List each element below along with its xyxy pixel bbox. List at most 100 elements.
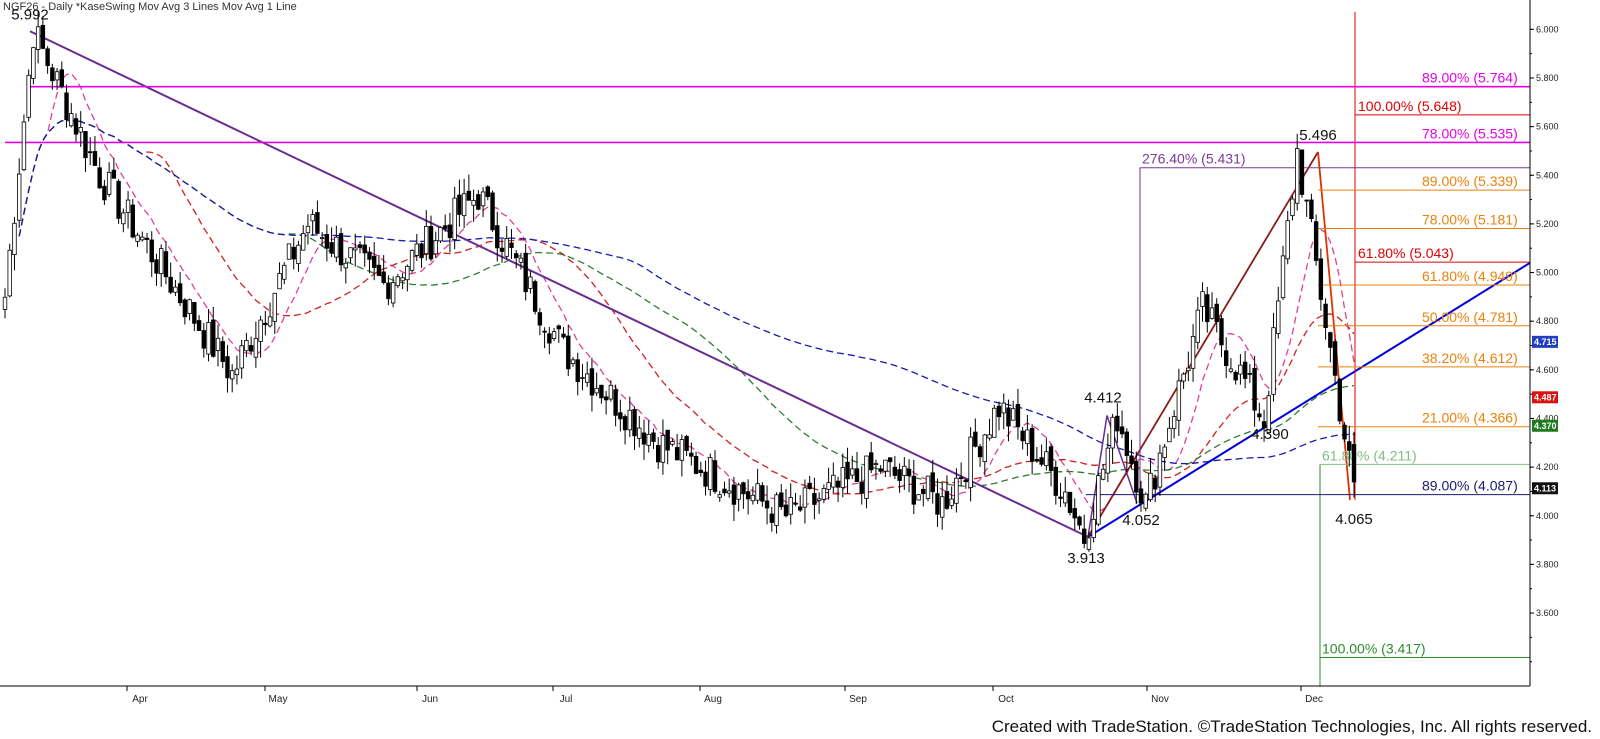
candle-body <box>1318 258 1324 300</box>
candle-body <box>977 446 983 458</box>
x-tick-label: Jun <box>422 694 438 705</box>
candle-body <box>1119 426 1125 435</box>
candle-body <box>177 283 183 304</box>
swing-point-label: 4.052 <box>1122 512 1160 529</box>
candle-body <box>50 67 55 82</box>
candle-body <box>319 237 325 240</box>
candle-body <box>1029 427 1035 462</box>
price-badge-label: 4.487 <box>1534 392 1557 402</box>
candle-body <box>1257 413 1262 418</box>
candle-body <box>940 496 945 518</box>
candle-body <box>357 244 363 248</box>
candle-body <box>234 368 240 376</box>
candle-body <box>1332 341 1338 376</box>
price-badge-box <box>1532 482 1558 495</box>
chart-header: NGF26 - Daily *KaseSwing Mov Avg 3 Lines… <box>3 1 297 13</box>
candle-body <box>1214 303 1219 322</box>
candle-body <box>1167 427 1172 443</box>
candle-body <box>400 277 405 282</box>
candle-body <box>883 459 888 472</box>
price-badge-label: 4.113 <box>1534 483 1556 493</box>
candle-body <box>97 167 102 189</box>
candle-body <box>1063 491 1068 504</box>
rally-line <box>1087 151 1319 538</box>
candle-body <box>135 234 140 242</box>
candle-body <box>1219 318 1224 346</box>
candle-body <box>381 271 386 283</box>
candle-body <box>140 236 145 241</box>
candle-body <box>703 471 708 487</box>
candle-body <box>968 436 973 489</box>
y-tick-label: 4.400 <box>1536 413 1559 423</box>
candle-body <box>1129 455 1134 465</box>
candle-body <box>537 312 543 326</box>
candle-body <box>485 186 490 197</box>
candle-body <box>566 335 571 370</box>
candle-body <box>343 262 348 269</box>
candle-body <box>930 472 935 493</box>
candle-body <box>826 482 831 490</box>
candle-body <box>869 452 874 471</box>
candle-body <box>518 257 524 263</box>
candle-body <box>864 455 869 499</box>
candle-body <box>542 330 547 333</box>
candle-body <box>1347 441 1352 451</box>
candle-body <box>944 491 950 509</box>
candle-body <box>1271 327 1276 395</box>
candle-body <box>92 151 98 166</box>
candle-body <box>45 48 50 66</box>
candle-body <box>215 337 221 352</box>
candle-body <box>291 246 296 260</box>
candle-body <box>1034 459 1040 462</box>
candle-body <box>878 468 883 472</box>
candle-body <box>158 248 164 275</box>
price-badge-box <box>1532 391 1558 404</box>
candle-body <box>1044 451 1049 467</box>
price-badge-label: 4.715 <box>1534 337 1557 347</box>
candle-body <box>887 457 893 463</box>
candle-body <box>26 74 31 118</box>
candle-body <box>1233 371 1238 381</box>
candle-body <box>424 226 429 255</box>
candle-body <box>693 456 699 474</box>
swing-point-label: 3.913 <box>1067 550 1105 567</box>
candle-body <box>679 439 685 461</box>
candle-body <box>1176 380 1182 421</box>
candle-body <box>580 377 585 379</box>
x-tick-label: Sep <box>849 694 867 705</box>
candle-body <box>684 436 689 451</box>
candle-body <box>121 212 126 225</box>
candle-body <box>1186 367 1191 372</box>
fib-level-label: 61.80% (4.211) <box>1322 447 1417 463</box>
candle-body <box>750 494 756 502</box>
candle-body <box>386 282 391 300</box>
candle-body <box>1048 446 1054 471</box>
candle-body <box>239 345 244 369</box>
study-label: Mov Avg 1 Line <box>221 1 297 13</box>
candle-body <box>613 389 618 416</box>
candle-body <box>220 341 225 362</box>
candle-body <box>774 494 779 526</box>
x-tick-label: Apr <box>132 694 148 705</box>
candle-body <box>532 281 538 312</box>
candle-body <box>1025 429 1030 445</box>
candle-body <box>1082 528 1087 544</box>
interval-label: Daily <box>48 1 73 13</box>
downtrend-line <box>29 30 1089 538</box>
y-tick-label: 4.200 <box>1536 462 1559 472</box>
candle-body <box>1261 421 1267 429</box>
candle-body <box>334 236 339 258</box>
candle-body <box>1328 332 1333 348</box>
fib-level-label: 78.00% (5.535) <box>1422 125 1518 141</box>
axis-layer: 3.600 3.800 4.000 4.200 4.400 4.600 4.800 5.000… <box>0 0 1559 705</box>
fib-level-label: 21.00% (4.366) <box>1422 410 1518 426</box>
candle-body <box>111 169 117 179</box>
candle-body <box>698 469 703 473</box>
candle-body <box>447 224 453 239</box>
candle-body <box>504 238 509 257</box>
candle-body <box>1086 537 1092 550</box>
candle-body <box>1351 444 1357 483</box>
candle-body <box>353 247 358 251</box>
candle-body <box>1124 431 1129 456</box>
